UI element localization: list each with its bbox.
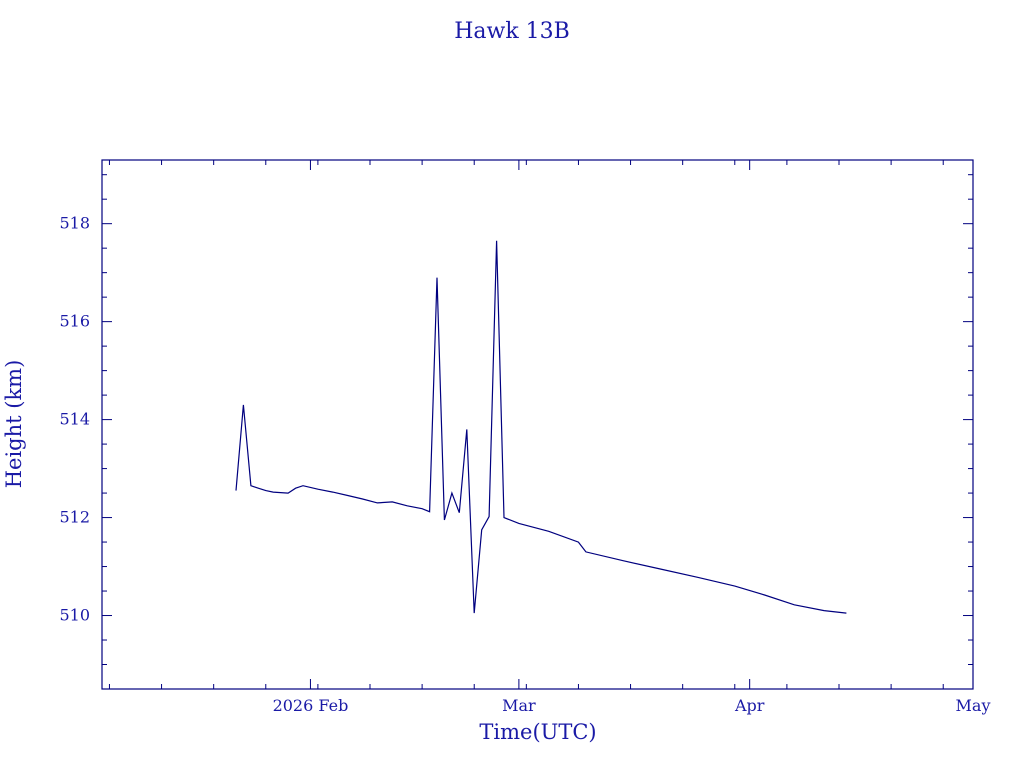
y-tick-label: 516 <box>59 312 90 331</box>
x-tick-label: Apr <box>734 696 765 715</box>
x-tick-label: Mar <box>502 696 536 715</box>
series-line-height <box>235 240 847 614</box>
x-tick-label: 2026 Feb <box>273 696 349 715</box>
plot-frame <box>101 159 974 690</box>
y-axis-label: Height (km) <box>2 360 26 489</box>
y-tick-label: 514 <box>59 410 90 429</box>
x-tick-label: May <box>956 696 991 715</box>
x-axis-label: Time(UTC) <box>479 720 596 744</box>
y-tick-label: 510 <box>59 606 90 625</box>
y-tick-label: 518 <box>59 214 90 233</box>
axis-ticks <box>102 160 974 690</box>
y-tick-label: 512 <box>59 508 90 527</box>
chart-title: Hawk 13B <box>454 19 570 44</box>
tick-labels: 510 512 514 516 518 2026 Feb Mar Apr May <box>59 214 990 715</box>
